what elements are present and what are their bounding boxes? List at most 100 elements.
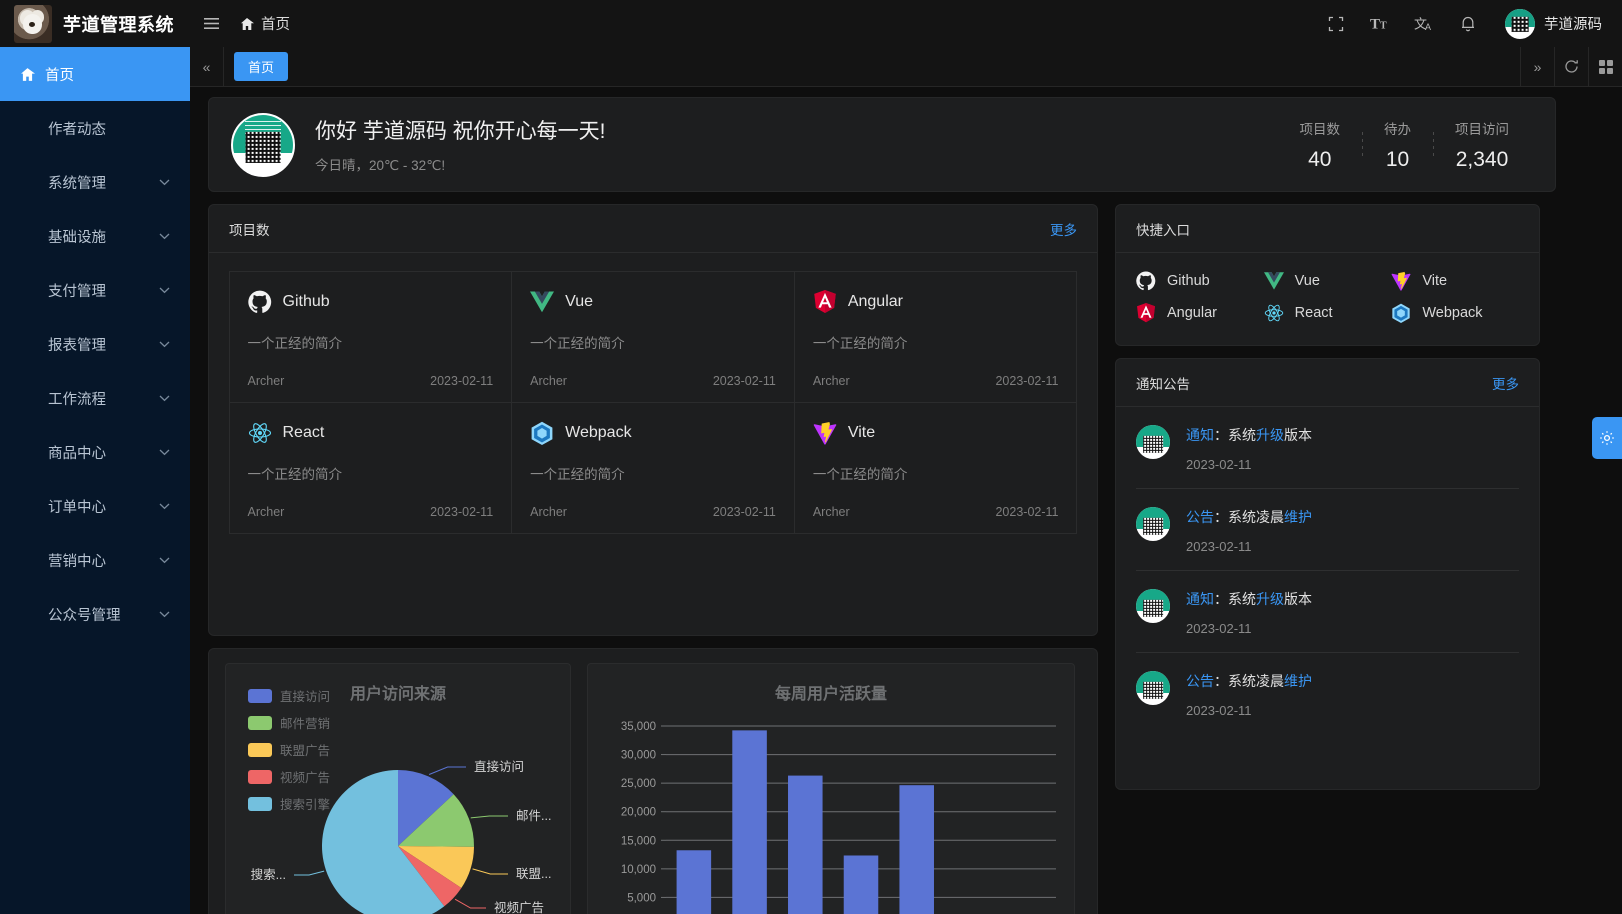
vue-icon — [1263, 271, 1284, 291]
sidebar-item-1[interactable]: 作者动态 — [0, 101, 190, 155]
shortcuts-title: 快捷入口 — [1136, 222, 1190, 238]
project-author: Archer — [530, 504, 567, 519]
brand[interactable]: 芋道管理系统 — [0, 4, 190, 43]
scroll-tabs-left-button[interactable]: « — [190, 47, 224, 86]
project-card-header: Vite — [813, 421, 1059, 445]
project-card[interactable]: Github 一个正经的简介 Archer 2023-02-11 — [228, 270, 513, 403]
notice-row[interactable]: 通知：系统升级版本 2023-02-11 — [1136, 407, 1519, 489]
sidebar-item-2[interactable]: 系统管理 — [0, 155, 190, 209]
notice-row[interactable]: 公告：系统凌晨维护 2023-02-11 — [1136, 653, 1519, 734]
pie-chart-title: 用户访问来源 — [349, 686, 446, 703]
pie-legend-label: 视频广告 — [280, 771, 331, 785]
svg-text:T: T — [1380, 21, 1387, 32]
tab-bar-actions: » — [1520, 47, 1622, 86]
breadcrumb[interactable]: 首页 — [240, 13, 290, 34]
bar-column[interactable] — [843, 855, 879, 914]
project-footer: Archer 2023-02-11 — [248, 505, 494, 519]
bar-column[interactable] — [899, 785, 934, 914]
sidebar-item-4[interactable]: 支付管理 — [0, 263, 190, 317]
sidebar-item-8[interactable]: 订单中心 — [0, 479, 190, 533]
shortcut-item[interactable]: Vite — [1391, 271, 1519, 291]
pie-slice-label: 邮件... — [516, 809, 551, 823]
react-icon — [248, 421, 272, 445]
notice-title[interactable]: 通知：系统升级版本 — [1186, 427, 1312, 443]
sidebar-item-0[interactable]: 首页 — [0, 47, 190, 101]
shortcut-item[interactable]: Github — [1136, 271, 1264, 291]
sidebar-item-6[interactable]: 工作流程 — [0, 371, 190, 425]
projects-more-link[interactable]: 更多 — [1050, 222, 1077, 238]
chevron-down-icon — [159, 233, 170, 240]
notice-row[interactable]: 通知：系统升级版本 2023-02-11 — [1136, 571, 1519, 653]
pie-leader-line — [470, 815, 508, 819]
pie-legend-item[interactable]: 直接访问 — [248, 686, 330, 705]
fullscreen-icon[interactable] — [1315, 0, 1357, 47]
notice-body: 公告：系统凌晨维护 2023-02-11 — [1186, 507, 1312, 554]
pie-slice[interactable] — [398, 846, 462, 907]
notice-title[interactable]: 公告：系统凌晨维护 — [1186, 509, 1312, 525]
shortcut-label: React — [1294, 305, 1333, 321]
project-card[interactable]: Angular 一个正经的简介 Archer 2023-02-11 — [793, 270, 1078, 403]
sidebar-item-7[interactable]: 商品中心 — [0, 425, 190, 479]
grid-layout-icon[interactable] — [1588, 47, 1622, 86]
project-card[interactable]: Webpack 一个正经的简介 Archer 2023-02-11 — [511, 401, 795, 534]
sidebar-item-5[interactable]: 报表管理 — [0, 317, 190, 371]
notice-row[interactable]: 公告：系统凌晨维护 2023-02-11 — [1136, 489, 1519, 571]
shortcut-item[interactable]: Webpack — [1391, 303, 1519, 323]
refresh-icon[interactable] — [1554, 47, 1588, 86]
bar-y-tick-label: 15,000 — [621, 835, 656, 847]
bar-column[interactable] — [788, 775, 823, 914]
pie-slice[interactable] — [398, 770, 454, 846]
pie-slice[interactable] — [398, 794, 474, 847]
shortcut-label: Github — [1167, 273, 1210, 289]
sidebar-item-label: 订单中心 — [48, 499, 106, 516]
tab-home[interactable]: 首页 — [234, 52, 289, 81]
pie-legend-swatch — [248, 796, 272, 811]
project-card[interactable]: React 一个正经的简介 Archer 2023-02-11 — [228, 401, 513, 534]
shortcut-item[interactable]: React — [1264, 303, 1392, 323]
scroll-tabs-right-button[interactable]: » — [1520, 47, 1554, 86]
webpack-icon — [530, 421, 554, 445]
user-menu[interactable]: 芋道源码 — [1491, 8, 1610, 39]
projects-title: 项目数 — [229, 222, 270, 238]
vue-icon — [530, 290, 555, 314]
notice-title[interactable]: 公告：系统凌晨维护 — [1186, 673, 1312, 689]
shortcut-item[interactable]: Angular — [1136, 303, 1264, 323]
bar-column[interactable] — [676, 850, 712, 914]
pie-slice[interactable] — [322, 770, 445, 914]
sidebar-item-label: 营销中心 — [48, 553, 106, 570]
project-card[interactable]: Vue 一个正经的简介 Archer 2023-02-11 — [511, 270, 795, 403]
project-card[interactable]: Vite 一个正经的简介 Archer 2023-02-11 — [793, 401, 1078, 534]
pie-slice[interactable] — [398, 846, 474, 888]
sidebar-item-9[interactable]: 营销中心 — [0, 533, 190, 587]
bar-chart-canvas: 05,00010,00015,00020,00025,00030,00035,0… — [621, 721, 1056, 914]
pie-legend-item[interactable]: 视频广告 — [248, 767, 330, 786]
shortcut-item[interactable]: Vue — [1263, 271, 1392, 291]
bar-column[interactable] — [732, 730, 767, 914]
shortcuts-grid: Github Vue Vite Angular React Webpack — [1116, 253, 1539, 341]
bell-icon[interactable] — [1447, 0, 1489, 47]
notice-body: 通知：系统升级版本 2023-02-11 — [1186, 589, 1312, 636]
sidebar-item-label: 公众号管理 — [48, 607, 121, 624]
project-author: Archer — [247, 504, 285, 519]
notice-title[interactable]: 通知：系统升级版本 — [1186, 591, 1312, 607]
home-icon — [20, 67, 35, 82]
pie-chart-legend: 直接访问邮件营销联盟广告视频广告搜索引擎 — [248, 686, 330, 821]
hamburger-icon[interactable] — [190, 0, 232, 47]
project-card-header: Angular — [813, 289, 1059, 314]
chevron-down-icon — [159, 287, 170, 294]
sidebar-item-3[interactable]: 基础设施 — [0, 209, 190, 263]
pie-legend-item[interactable]: 搜索引擎 — [248, 794, 330, 813]
project-desc: 一个正经的简介 — [530, 335, 625, 351]
bar-y-tick-label: 10,000 — [621, 864, 656, 876]
settings-panel-handle[interactable] — [1592, 417, 1622, 459]
user-name: 芋道源码 — [1544, 17, 1602, 33]
project-desc: 一个正经的简介 — [530, 466, 625, 482]
pie-legend-item[interactable]: 联盟广告 — [248, 740, 330, 759]
sidebar-item-10[interactable]: 公众号管理 — [0, 587, 190, 641]
banner-stat-label: 项目访问 — [1455, 121, 1509, 137]
notices-more-link[interactable]: 更多 — [1492, 376, 1519, 392]
pie-legend-item[interactable]: 邮件营销 — [248, 713, 330, 732]
